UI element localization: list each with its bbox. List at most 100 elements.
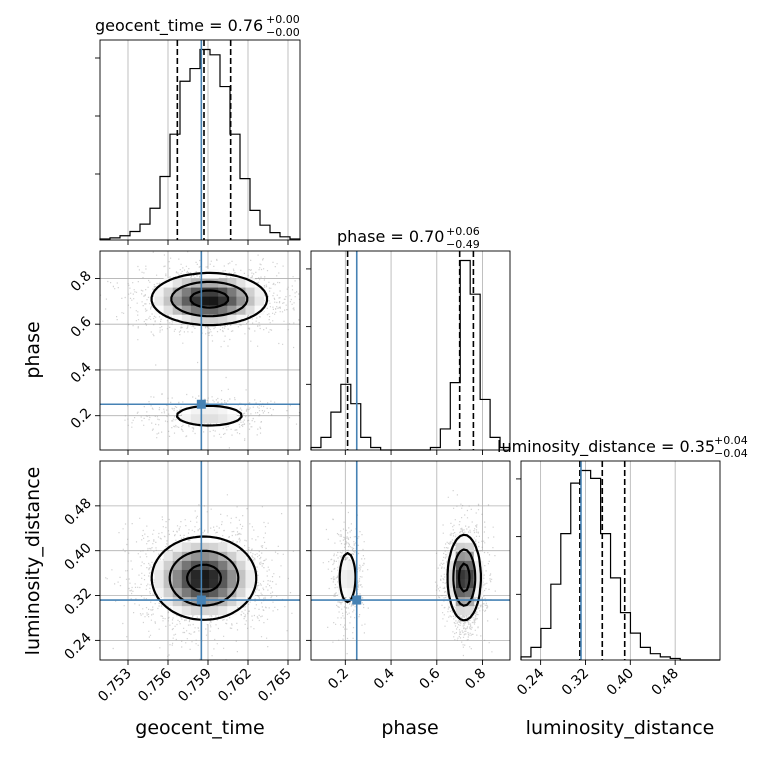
- density-cell: [209, 542, 219, 552]
- contour-line: [150, 271, 269, 427]
- contour-line: [189, 289, 230, 309]
- y-tick-label-phase: 0.4: [68, 359, 95, 386]
- contour-line: [186, 563, 222, 593]
- x-tick-label-luminosity-distance: 0.48: [649, 666, 682, 699]
- density-cell: [227, 596, 237, 607]
- density-cell: [254, 296, 265, 306]
- density-cell: [172, 569, 183, 579]
- density-cell: [473, 587, 484, 598]
- density-cell: [464, 605, 475, 616]
- density-cell: [200, 569, 210, 579]
- ylabel-luminosity-distance: luminosity_distance: [22, 467, 44, 656]
- density-cell: [245, 578, 255, 589]
- density-cell: [227, 551, 237, 561]
- density-cell: [181, 578, 192, 589]
- x-tick-label-geocent-time: 0.759: [175, 666, 215, 706]
- density-cell: [347, 587, 357, 598]
- density-cell: [236, 314, 246, 324]
- density-cell: [245, 305, 255, 315]
- density-cell: [181, 287, 192, 297]
- density-cell: [200, 542, 210, 552]
- ylabel-phase: phase: [22, 321, 44, 378]
- density-cell: [154, 560, 165, 570]
- density-cell: [455, 533, 466, 543]
- density-cell: [218, 569, 228, 579]
- density-cell: [172, 314, 183, 324]
- density-cell: [209, 605, 219, 616]
- title-phase: phase = 0.70: [337, 227, 444, 246]
- x-tick-label-geocent-time: 0.756: [135, 665, 175, 705]
- density-cell: [190, 305, 201, 315]
- density-cell: [455, 569, 466, 579]
- density-cell: [190, 596, 201, 607]
- density-cell: [218, 314, 228, 324]
- density-cell: [200, 287, 210, 297]
- x-tick-label-geocent-time: 0.753: [95, 666, 135, 706]
- contour-line: [150, 535, 258, 621]
- density-cell: [227, 542, 237, 552]
- density-cell: [218, 578, 228, 589]
- density-content: [322, 490, 499, 657]
- density-cell: [181, 314, 192, 324]
- density-cell: [236, 587, 246, 598]
- contour-line: [168, 549, 240, 607]
- x-tick-label-luminosity-distance: 0.32: [559, 666, 592, 699]
- xlabel-phase: phase: [381, 717, 438, 739]
- density-content: [105, 494, 294, 660]
- density-cell: [172, 587, 183, 598]
- density-cell: [200, 551, 210, 561]
- density-cell: [227, 305, 237, 315]
- density-cell: [245, 587, 255, 598]
- density-cell: [172, 296, 183, 306]
- density-cell: [464, 587, 475, 598]
- density-cell: [236, 596, 246, 607]
- density-cell: [209, 296, 219, 306]
- title-geocent-time: geocent_time = 0.76: [95, 16, 263, 36]
- density-cell: [218, 413, 228, 424]
- density-cell: [254, 305, 265, 315]
- density-cell: [163, 296, 174, 306]
- x-tick-label-geocent-time: 0.765: [255, 666, 295, 706]
- truth-marker: [196, 399, 206, 409]
- histogram-geocent-time: [99, 48, 301, 240]
- density-cell: [200, 605, 210, 616]
- density-cell: [473, 569, 484, 579]
- density-panel-geocent-time-vs-phase: 0.2 0.4 0.6 0.8: [68, 250, 301, 455]
- density-cell: [236, 560, 246, 570]
- density-cell: [163, 596, 174, 607]
- density-cell: [190, 296, 201, 306]
- density-cell: [200, 404, 210, 415]
- density-cell: [190, 569, 201, 579]
- density-cell: [455, 542, 466, 552]
- density-cell: [209, 314, 219, 324]
- title-luminosity-distance-down: −0.04: [714, 447, 748, 460]
- density-cell: [181, 605, 192, 616]
- density-cell: [172, 578, 183, 589]
- axes-frame: [99, 250, 301, 451]
- density-cell: [190, 560, 201, 570]
- density-cell: [181, 542, 192, 552]
- density-cell: [181, 413, 192, 424]
- density-cell: [209, 287, 219, 297]
- density-cell: [190, 578, 201, 589]
- x-tick-label-phase: 0.6: [417, 665, 444, 692]
- density-cell: [245, 569, 255, 579]
- density-cell: [218, 605, 228, 616]
- y-tick-label-luminosity-distance: 0.40: [61, 540, 94, 573]
- density-cell: [190, 287, 201, 297]
- density-cell: [455, 560, 466, 570]
- density-panel-geocent-time-vs-luminosity-distance: 0.753 0.756 0.759 0.762 0.765 0.24 0.32 0.40 0.4…: [61, 460, 301, 706]
- density-cell: [181, 296, 192, 306]
- contour-line: [457, 562, 471, 593]
- title-luminosity-distance: luminosity_distance = 0.35: [497, 437, 715, 457]
- density-cell: [347, 560, 357, 570]
- density-cell: [200, 296, 210, 306]
- density-cell: [236, 278, 246, 288]
- density-cell: [154, 296, 165, 306]
- density-cell: [163, 287, 174, 297]
- density-cell: [172, 560, 183, 570]
- truth-marker: [352, 595, 362, 605]
- density-cell: [347, 569, 357, 579]
- density-cell: [190, 413, 201, 424]
- density-cell: [227, 569, 237, 579]
